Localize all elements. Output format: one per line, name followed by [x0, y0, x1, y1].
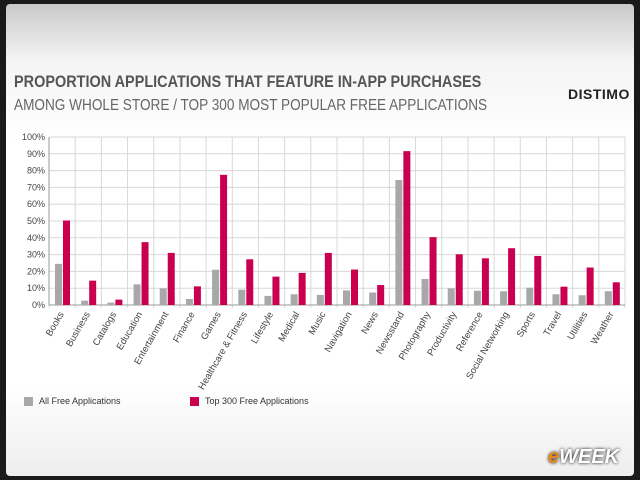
- legend-item-all: All Free Applications: [24, 396, 121, 406]
- y-tick-label: 50%: [27, 216, 45, 226]
- bar-all: [447, 288, 455, 305]
- bar-all: [578, 295, 586, 305]
- x-tick-label: Finance: [171, 310, 197, 345]
- bar-all: [369, 292, 377, 305]
- x-tick-label: Lifestyle: [249, 310, 276, 346]
- x-tick-label: Music: [307, 310, 329, 337]
- bar-top300: [220, 174, 228, 305]
- bar-top300: [429, 237, 437, 305]
- bar-top300: [115, 299, 123, 305]
- x-tick-label: Travel: [542, 310, 565, 338]
- x-tick-label: Medical: [276, 310, 302, 344]
- bar-all: [81, 300, 89, 305]
- bar-top300: [141, 242, 149, 305]
- y-tick-label: 60%: [27, 199, 45, 209]
- bar-top300: [403, 151, 411, 305]
- bar-all: [159, 288, 167, 305]
- legend-swatch-gray: [24, 396, 33, 406]
- x-tick-label: Healthcare & Fitness: [196, 310, 250, 392]
- y-tick-label: 30%: [27, 250, 45, 260]
- bar-top300: [63, 220, 70, 305]
- legend-swatch-pink: [190, 396, 199, 406]
- bar-all: [316, 294, 324, 305]
- bar-top300: [560, 286, 568, 305]
- slide-card: [6, 4, 634, 476]
- legend-label: Top 300 Free Applications: [205, 396, 309, 406]
- x-tick-label: News: [359, 310, 381, 336]
- bar-top300: [455, 254, 463, 305]
- x-tick-label: Utilities: [565, 310, 590, 342]
- legend-item-top300: Top 300 Free Applications: [190, 396, 309, 406]
- bar-top300: [246, 259, 254, 305]
- bar-top300: [193, 286, 201, 305]
- bar-all: [526, 287, 534, 305]
- bar-top300: [298, 272, 306, 305]
- bar-all: [343, 290, 350, 305]
- bar-top300: [351, 269, 358, 305]
- bar-all: [473, 290, 481, 305]
- bar-top300: [167, 252, 175, 305]
- bar-top300: [508, 248, 516, 305]
- bar-all: [552, 294, 560, 305]
- y-tick-label: 80%: [27, 166, 45, 176]
- x-tick-label: Sports: [515, 310, 538, 339]
- bar-all: [500, 291, 508, 305]
- x-tick-label: Games: [199, 310, 224, 342]
- legend-label: All Free Applications: [39, 396, 121, 406]
- bar-top300: [534, 255, 542, 305]
- y-tick-label: 90%: [27, 149, 45, 159]
- x-tick-label: Catalogs: [91, 310, 119, 348]
- bar-top300: [612, 282, 620, 305]
- x-tick-label: Books: [44, 310, 67, 339]
- bar-all: [604, 291, 612, 305]
- bar-top300: [89, 280, 97, 305]
- bar-all: [133, 284, 141, 305]
- y-tick-label: 0%: [32, 300, 45, 310]
- bar-all: [395, 180, 403, 305]
- chart-subtitle: AMONG WHOLE STORE / TOP 300 MOST POPULAR…: [14, 97, 488, 114]
- bar-top300: [272, 276, 280, 305]
- bar-all: [264, 295, 272, 305]
- bar-top300: [324, 252, 332, 305]
- bar-all: [107, 302, 115, 305]
- bar-all: [185, 298, 193, 305]
- bar-top300: [481, 258, 489, 305]
- bar-all: [421, 278, 429, 305]
- eweek-logo: eWEEK: [548, 446, 620, 468]
- y-tick-label: 70%: [27, 182, 45, 192]
- y-tick-label: 100%: [22, 132, 45, 142]
- bar-top300: [586, 267, 594, 305]
- y-tick-label: 20%: [27, 266, 45, 276]
- chart-title: PROPORTION APPLICATIONS THAT FEATURE IN-…: [14, 72, 482, 91]
- x-tick-label: Weather: [589, 310, 616, 346]
- bar-all: [212, 269, 220, 305]
- bar-all: [238, 289, 246, 305]
- y-tick-label: 10%: [27, 283, 45, 293]
- bar-all: [55, 263, 62, 305]
- y-tick-label: 40%: [27, 233, 45, 243]
- bar-all: [290, 294, 298, 305]
- distimo-logo: DISTIMO: [568, 86, 630, 102]
- bar-top300: [377, 285, 385, 305]
- x-tick-label: Business: [64, 310, 93, 349]
